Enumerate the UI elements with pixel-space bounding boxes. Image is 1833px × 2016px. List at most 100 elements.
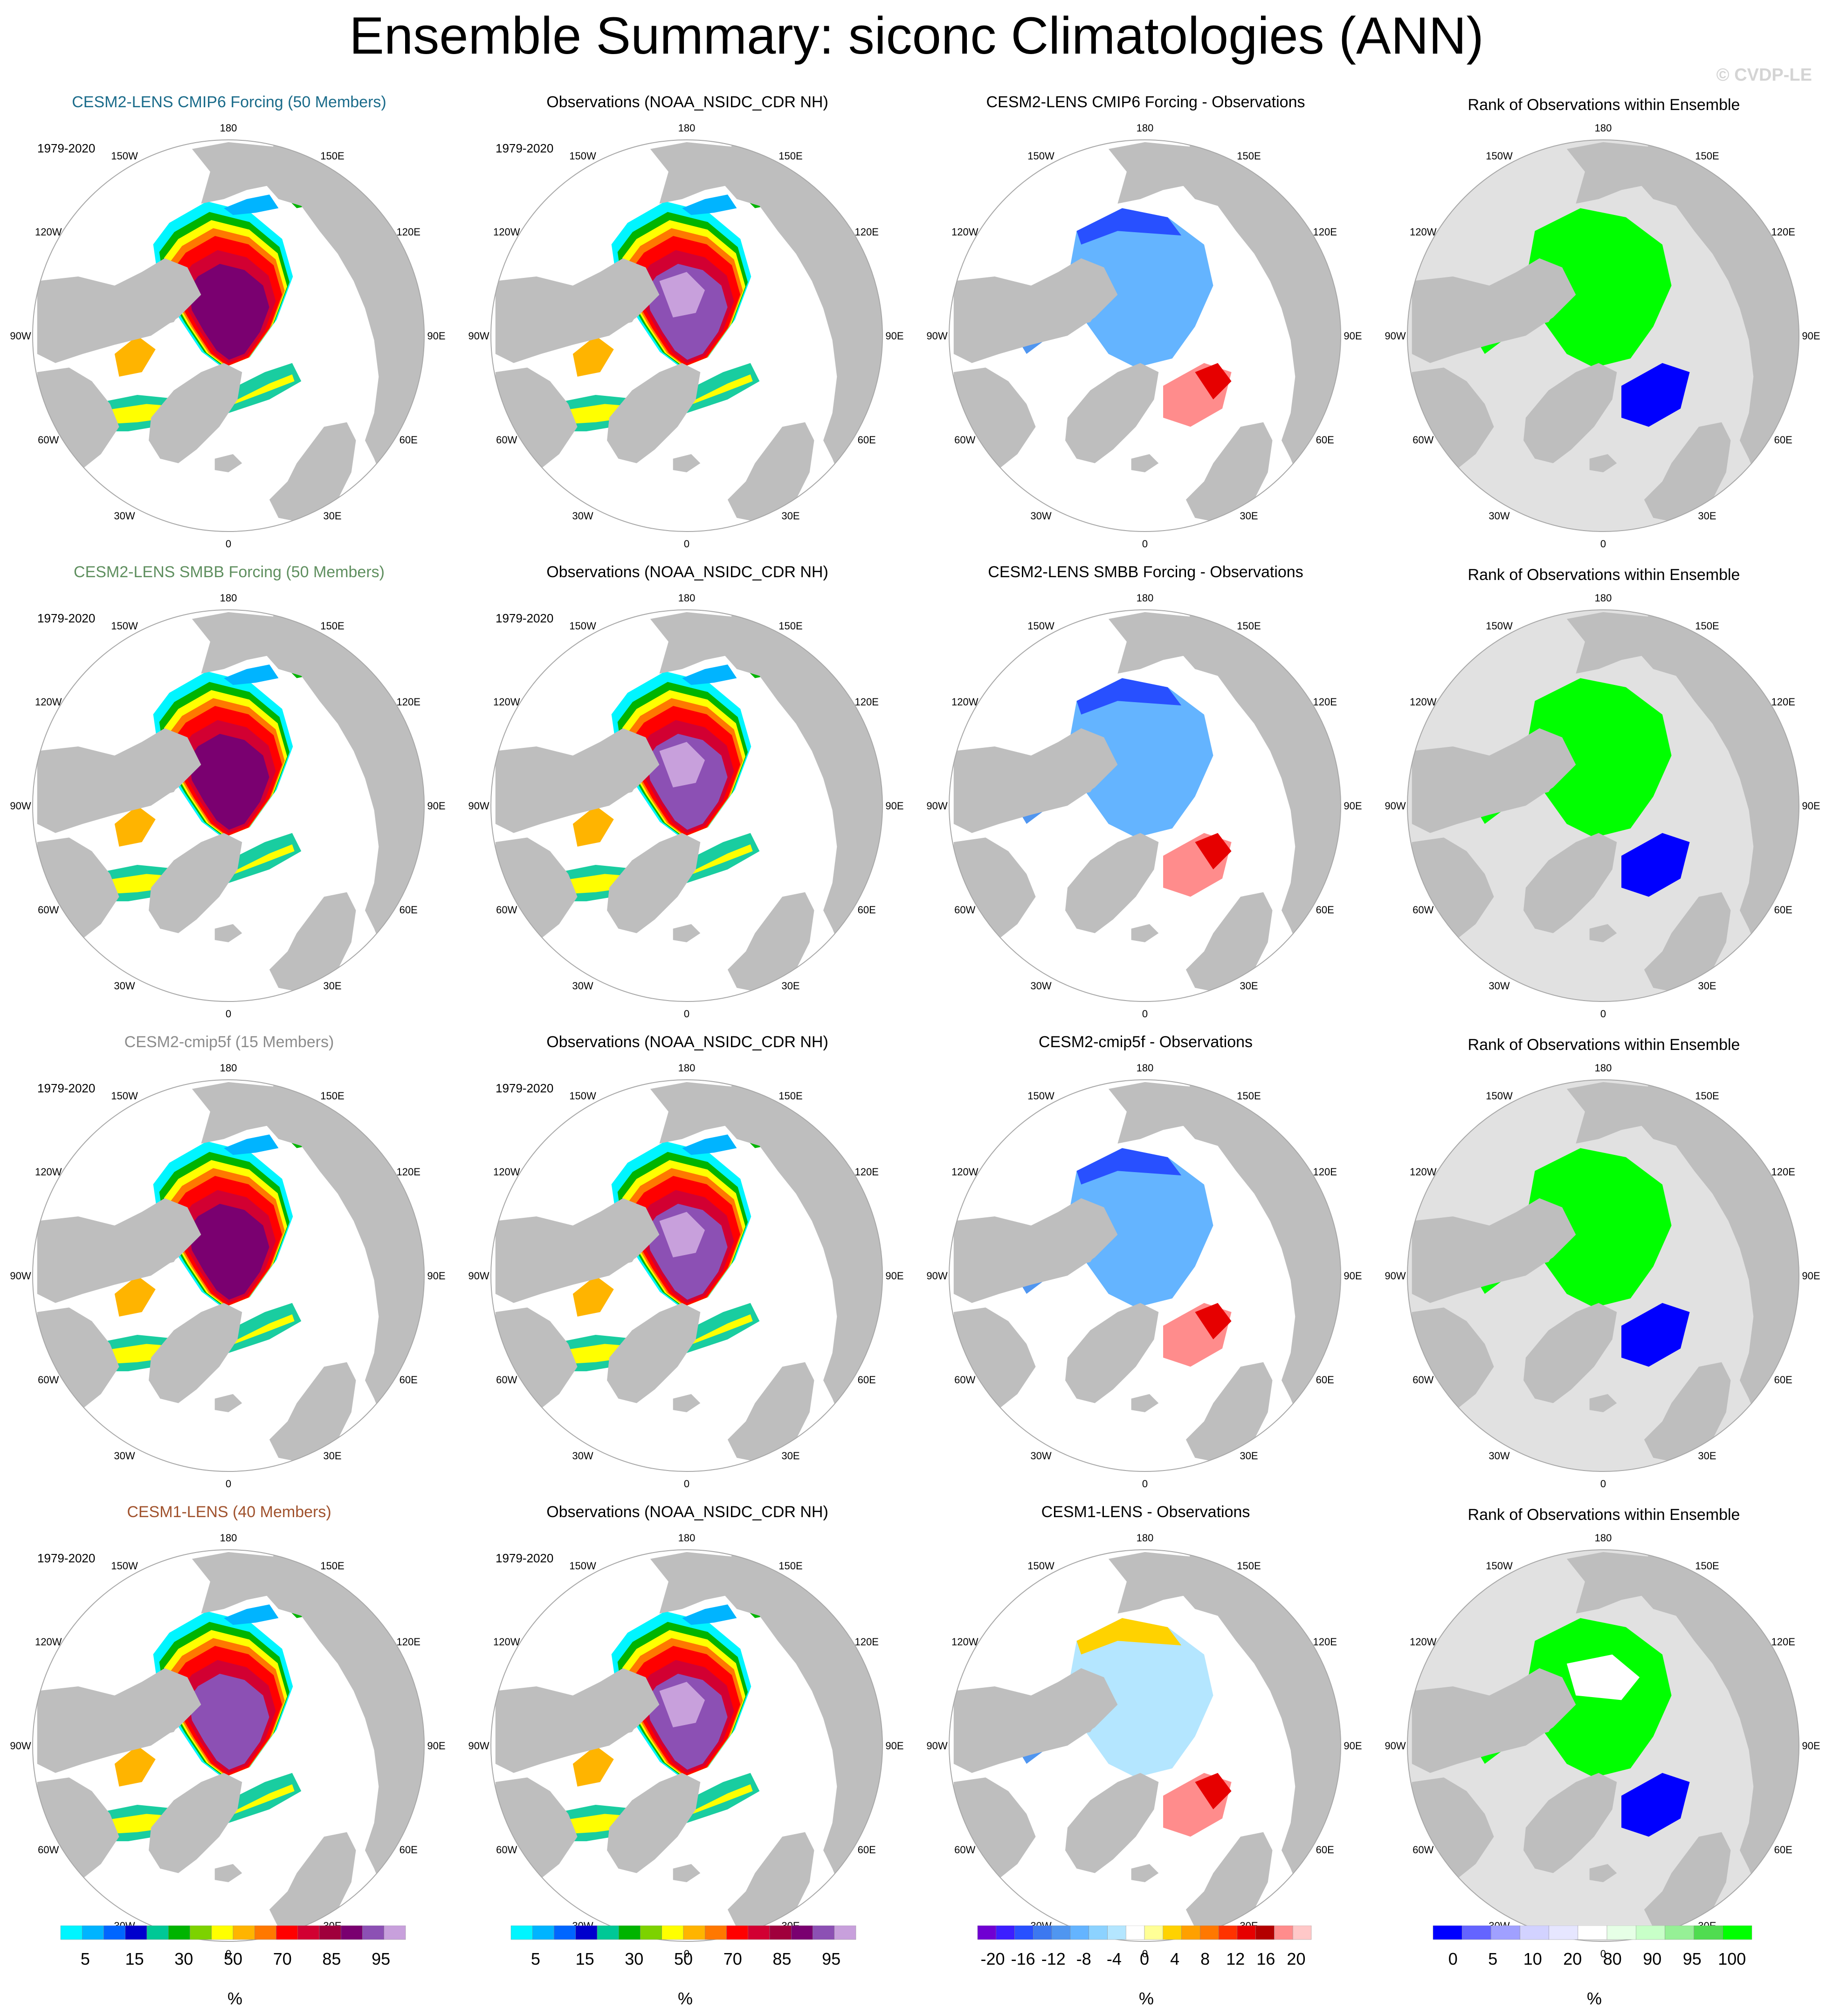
- land-mass: [1566, 142, 1667, 204]
- land-masses: [495, 1552, 882, 1933]
- longitude-label: 0: [226, 538, 231, 550]
- ice-band: [188, 1203, 269, 1300]
- longitude-label: 60E: [400, 904, 418, 916]
- ice-band-light: [659, 742, 705, 787]
- colorbar-tick-label: 4: [1170, 1949, 1179, 1968]
- longitude-label: 180: [1137, 592, 1154, 604]
- colorbar-swatch: [662, 1926, 684, 1940]
- longitude-label: 60E: [1316, 1844, 1334, 1856]
- colorbar-unit: %: [678, 1989, 693, 2008]
- longitude-label: 180: [220, 122, 237, 134]
- arctic-diff-edge: [1076, 208, 1182, 245]
- baffin-bay-ice: [114, 1746, 156, 1787]
- arctic-diff: [1067, 678, 1213, 838]
- barents-diff-strong: [1195, 1303, 1232, 1339]
- longitude-label: 0: [226, 1478, 231, 1490]
- longitude-label: 30E: [781, 510, 799, 522]
- land-mass: [727, 422, 814, 523]
- colorbar-swatch: [168, 1926, 190, 1940]
- map-border: [949, 1549, 1341, 1942]
- colorbar-tick-label: -16: [1011, 1949, 1035, 1968]
- longitude-label: 90W: [926, 800, 947, 812]
- arctic-rank: [1525, 678, 1672, 838]
- colorbar-swatch: [255, 1926, 276, 1940]
- land-mass: [1067, 299, 1100, 327]
- colorbar-tick-label: 0: [1448, 1949, 1458, 1968]
- map-border: [949, 139, 1341, 532]
- land-mass: [151, 1709, 183, 1737]
- panel-title: CESM2-LENS SMBB Forcing - Observations: [988, 563, 1303, 581]
- colorbar-tick-label: 5: [531, 1949, 540, 1968]
- marginal-ice-inner: [101, 1784, 295, 1835]
- land-mass: [1065, 1303, 1159, 1403]
- barents-rank: [1621, 363, 1690, 427]
- colorbar-swatch: [1520, 1926, 1549, 1940]
- colorbar-tick-label: 15: [576, 1949, 594, 1968]
- siberian-coast-ice: [224, 664, 279, 685]
- land-mass: [727, 1832, 814, 1933]
- longitude-label: 120E: [1771, 1166, 1795, 1178]
- panel-title: Rank of Observations within Ensemble: [1468, 96, 1740, 114]
- longitude-label: 90W: [468, 800, 489, 812]
- colorbar-swatch: [1181, 1926, 1200, 1940]
- colorbar-tick-label: 8: [1200, 1949, 1210, 1968]
- land-mass: [1065, 833, 1159, 933]
- colorbar-swatch: [1033, 1926, 1052, 1940]
- longitude-label: 30W: [1488, 1450, 1509, 1462]
- marginal-ice-inner: [101, 374, 295, 425]
- longitude-label: 180: [678, 1062, 696, 1074]
- longitude-label: 90W: [10, 330, 31, 342]
- land-mass: [260, 1084, 424, 1435]
- longitude-label: 120E: [1313, 696, 1337, 708]
- longitude-label: 90W: [468, 1270, 489, 1282]
- longitude-label: 60E: [858, 1844, 876, 1856]
- map-border: [1407, 1549, 1799, 1942]
- colorbar-tick-label: 85: [772, 1949, 791, 1968]
- longitude-label: 30E: [1240, 980, 1258, 992]
- sea-ice-field: [1013, 1590, 1259, 1837]
- land-mass: [1635, 144, 1799, 495]
- arctic-diff-edge: [1076, 1148, 1182, 1185]
- longitude-label: 120E: [1313, 1636, 1337, 1648]
- colorbar-swatch: [1549, 1926, 1578, 1940]
- sea-ice-field: [78, 1125, 329, 1372]
- colorbar-swatch: [769, 1926, 792, 1940]
- longitude-label: 120E: [855, 226, 879, 238]
- polar-map: 180 150E 120E 90E 60E 30E 0 30W 60W 90W 120W 150W: [10, 592, 445, 1020]
- land-mass: [1523, 1303, 1617, 1403]
- land-mass: [607, 363, 701, 463]
- colorbar-tick-label: 95: [1683, 1949, 1702, 1968]
- land-masses: [953, 142, 1341, 523]
- map-panel-sic: CESM2-LENS SMBB Forcing (50 Members) 180 1…: [0, 556, 458, 1026]
- land-mass: [1589, 454, 1617, 473]
- longitude-label: 120E: [855, 1166, 879, 1178]
- colorbar-svg: 5 15 30 50 70 85 95: [60, 1926, 406, 1968]
- land-mass: [607, 833, 701, 933]
- longitude-label: 0: [226, 1948, 231, 1960]
- longitude-label: 60W: [38, 434, 59, 446]
- longitude-label: 30W: [114, 980, 135, 992]
- land-mass: [586, 313, 605, 331]
- siberian-coast-ice: [224, 1604, 279, 1625]
- longitude-label: 150W: [1486, 1090, 1513, 1102]
- land-mass: [1045, 783, 1063, 801]
- colorbar-swatch: [1144, 1926, 1164, 1940]
- longitude-label: 30E: [1240, 510, 1258, 522]
- colorbar-tick-label: 95: [372, 1949, 390, 1968]
- map-panel-obs: Observations (NOAA_NSIDC_CDR NH) 180 150E 1…: [458, 1026, 916, 1496]
- longitude-label: 90E: [1344, 1270, 1362, 1282]
- arctic-diff-edge: [1076, 1618, 1182, 1655]
- marginal-ice-inner: [559, 1314, 753, 1365]
- land-mass: [1045, 1723, 1063, 1741]
- siberian-coast-ice: [682, 1134, 737, 1155]
- colorbar-swatch: [190, 1926, 212, 1940]
- longitude-label: 0: [1600, 1008, 1606, 1020]
- colorbar-swatch: [1125, 1926, 1145, 1940]
- land-mass: [1177, 1554, 1341, 1905]
- colorbar-swatch: [362, 1926, 384, 1940]
- map-border: [490, 1079, 883, 1472]
- barents-diff-strong: [1195, 833, 1232, 870]
- land-mass: [151, 1239, 183, 1267]
- longitude-label: 90E: [1802, 1270, 1820, 1282]
- longitude-label: 60W: [1413, 1844, 1433, 1856]
